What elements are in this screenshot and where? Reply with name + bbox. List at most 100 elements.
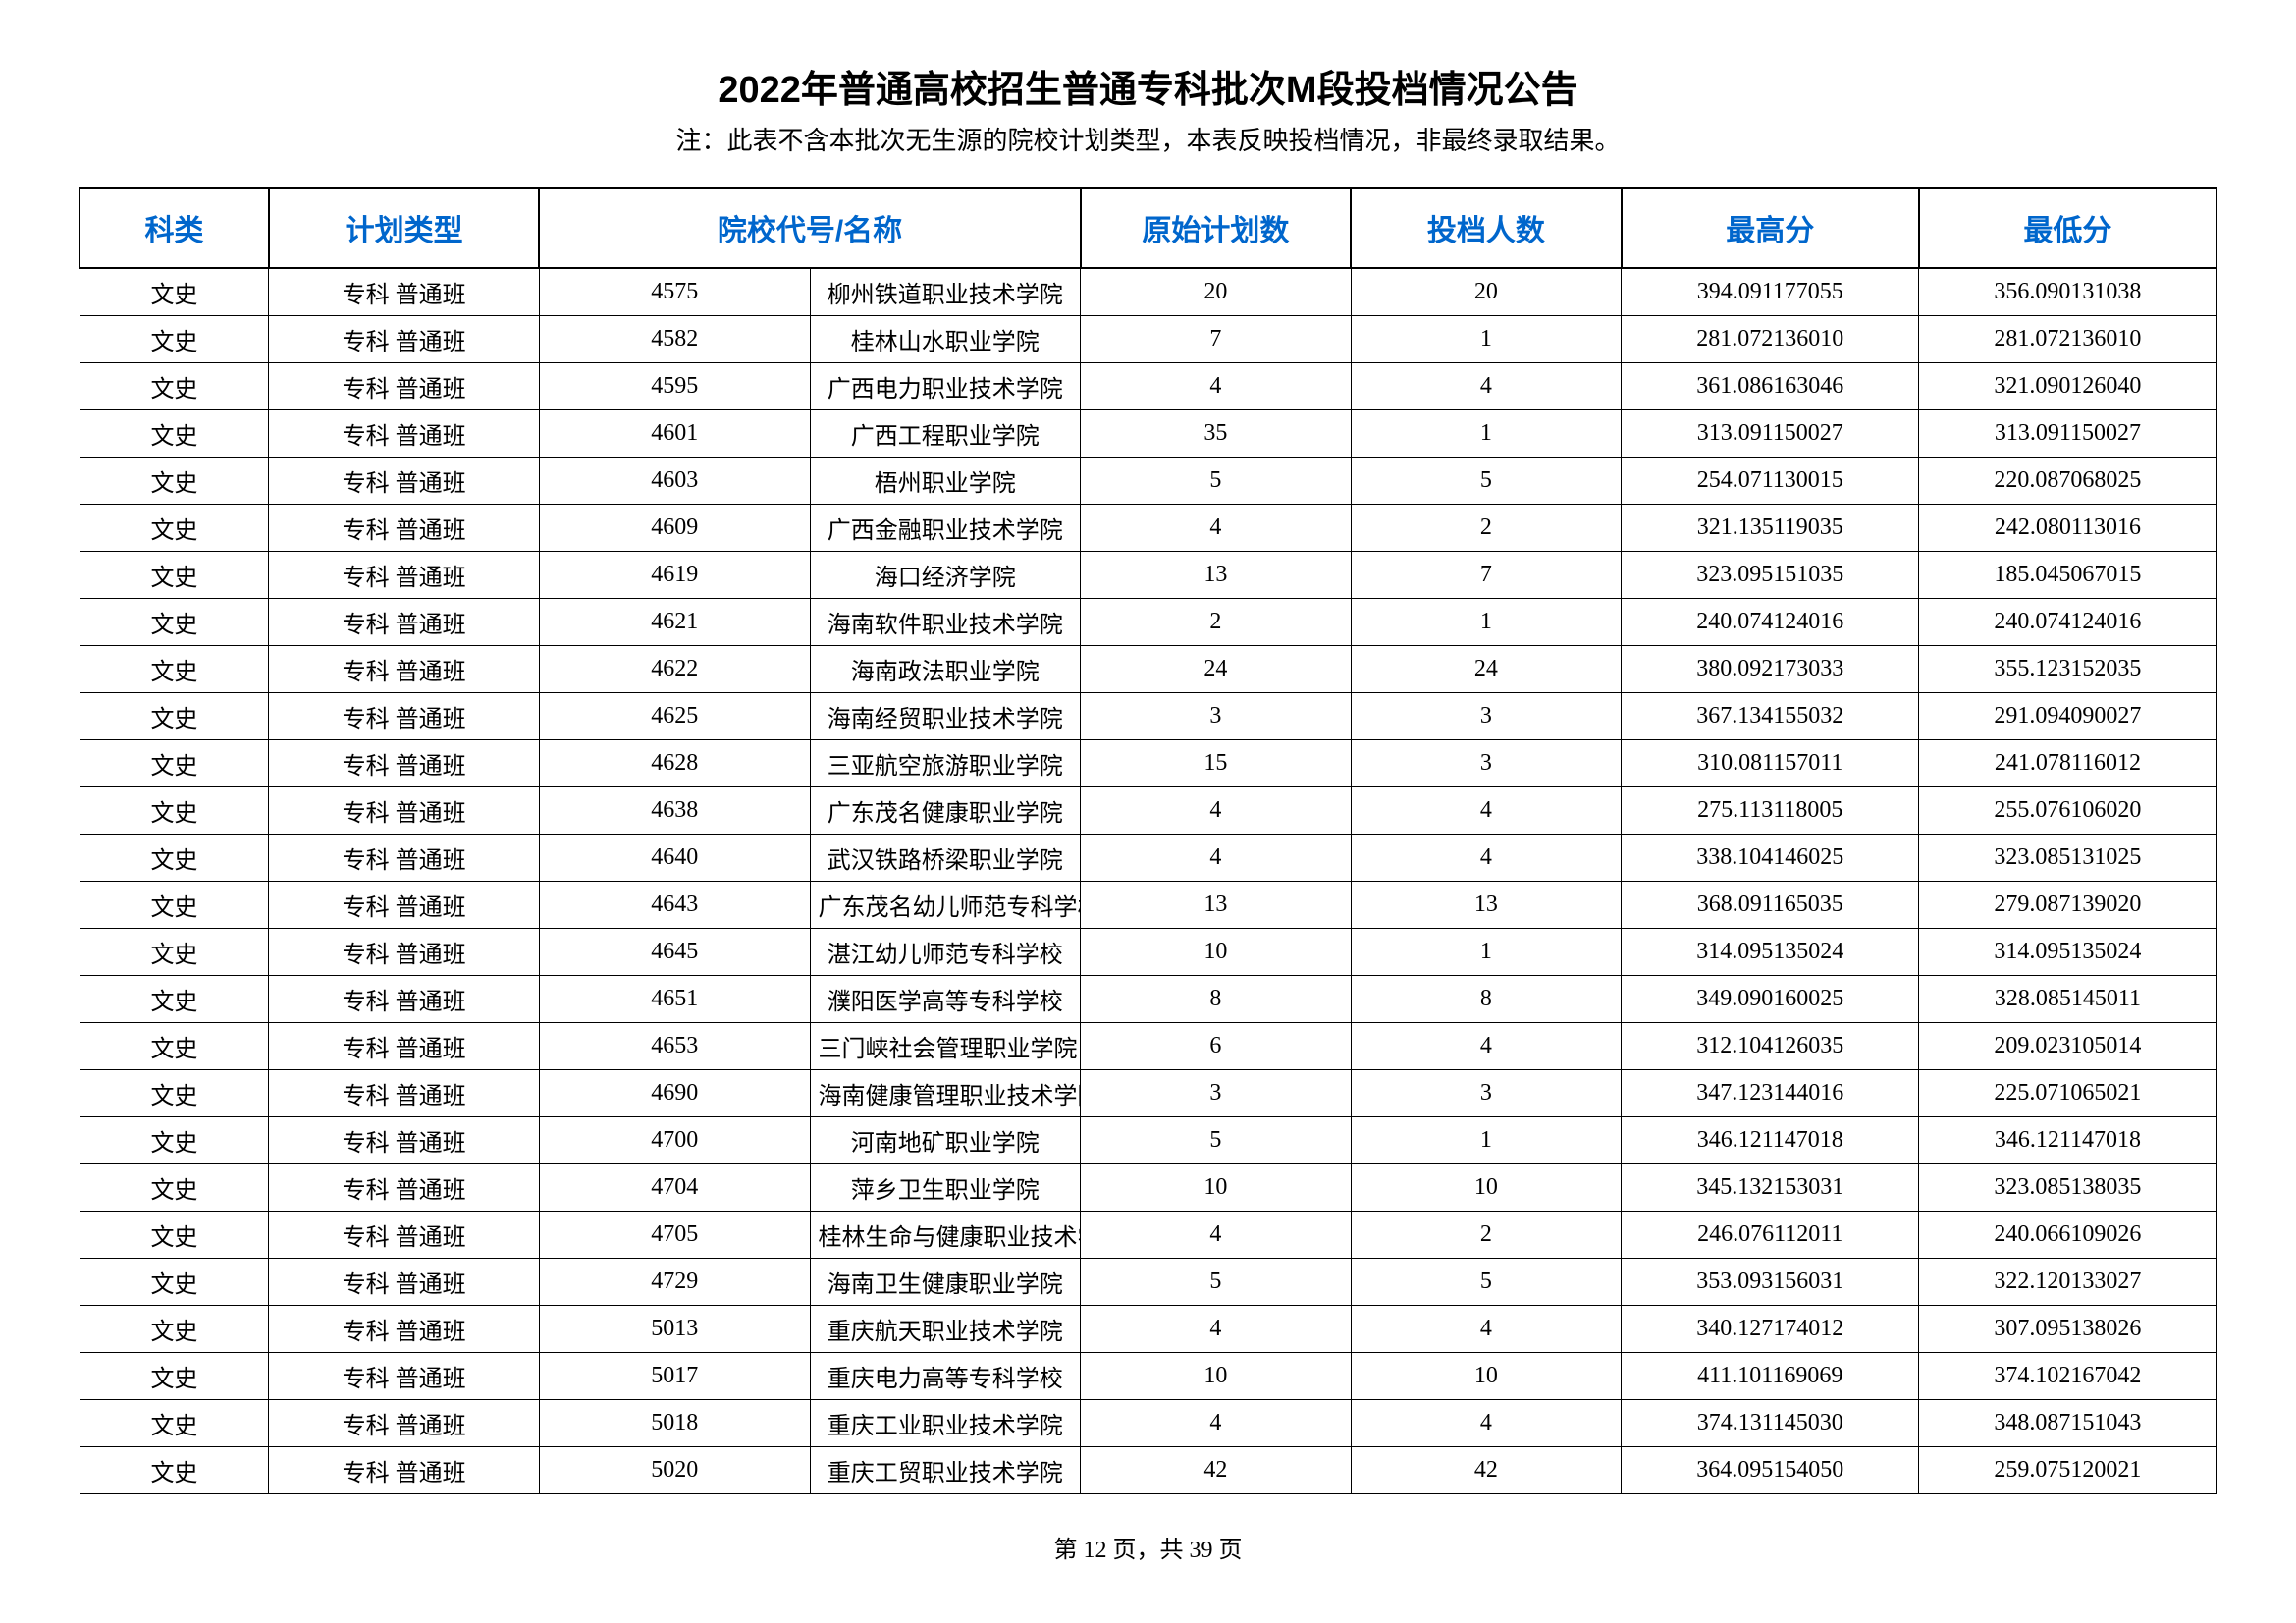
cell-code: 5017 — [539, 1353, 810, 1400]
page-title: 2022年普通高校招生普通专科批次M段投档情况公告 — [79, 59, 2217, 113]
cell-min-score: 240.074124016 — [1919, 599, 2216, 646]
cell-min-score: 328.085145011 — [1919, 976, 2216, 1023]
cell-name: 海口经济学院 — [810, 552, 1081, 599]
cell-min-score: 291.094090027 — [1919, 693, 2216, 740]
cell-plan-count: 10 — [1081, 1353, 1352, 1400]
cell-plan-type: 专科 普通班 — [269, 646, 540, 693]
cell-category: 文史 — [80, 976, 269, 1023]
cell-category: 文史 — [80, 410, 269, 458]
header-plan-count: 原始计划数 — [1081, 188, 1352, 268]
cell-min-score: 321.090126040 — [1919, 363, 2216, 410]
cell-admit-count: 7 — [1351, 552, 1622, 599]
cell-max-score: 312.104126035 — [1622, 1023, 1919, 1070]
cell-category: 文史 — [80, 646, 269, 693]
cell-admit-count: 13 — [1351, 882, 1622, 929]
cell-min-score: 323.085131025 — [1919, 835, 2216, 882]
cell-category: 文史 — [80, 1070, 269, 1117]
cell-min-score: 209.023105014 — [1919, 1023, 2216, 1070]
cell-min-score: 279.087139020 — [1919, 882, 2216, 929]
table-row: 文史专科 普通班4628三亚航空旅游职业学院153310.08115701124… — [80, 740, 2216, 787]
cell-max-score: 314.095135024 — [1622, 929, 1919, 976]
footer-current-page: 12 — [1084, 1538, 1107, 1563]
cell-code: 4729 — [539, 1259, 810, 1306]
cell-plan-type: 专科 普通班 — [269, 410, 540, 458]
cell-category: 文史 — [80, 599, 269, 646]
cell-plan-count: 3 — [1081, 1070, 1352, 1117]
cell-max-score: 345.132153031 — [1622, 1164, 1919, 1212]
cell-category: 文史 — [80, 787, 269, 835]
cell-code: 5018 — [539, 1400, 810, 1447]
cell-min-score: 259.075120021 — [1919, 1447, 2216, 1494]
cell-name: 三门峡社会管理职业学院 — [810, 1023, 1081, 1070]
cell-plan-count: 15 — [1081, 740, 1352, 787]
cell-name: 三亚航空旅游职业学院 — [810, 740, 1081, 787]
cell-max-score: 313.091150027 — [1622, 410, 1919, 458]
footer-middle: 页，共 — [1107, 1538, 1190, 1563]
table-row: 文史专科 普通班5013重庆航天职业技术学院44340.127174012307… — [80, 1306, 2216, 1353]
cell-max-score: 347.123144016 — [1622, 1070, 1919, 1117]
cell-admit-count: 2 — [1351, 505, 1622, 552]
cell-admit-count: 8 — [1351, 976, 1622, 1023]
cell-max-score: 367.134155032 — [1622, 693, 1919, 740]
cell-max-score: 411.101169069 — [1622, 1353, 1919, 1400]
cell-name: 广西电力职业技术学院 — [810, 363, 1081, 410]
cell-max-score: 321.135119035 — [1622, 505, 1919, 552]
header-school: 院校代号/名称 — [539, 188, 1080, 268]
cell-admit-count: 20 — [1351, 268, 1622, 316]
cell-max-score: 338.104146025 — [1622, 835, 1919, 882]
cell-category: 文史 — [80, 882, 269, 929]
cell-plan-type: 专科 普通班 — [269, 693, 540, 740]
table-row: 文史专科 普通班4645湛江幼儿师范专科学校101314.09513502431… — [80, 929, 2216, 976]
cell-plan-count: 24 — [1081, 646, 1352, 693]
table-row: 文史专科 普通班4729海南卫生健康职业学院55353.093156031322… — [80, 1259, 2216, 1306]
cell-plan-type: 专科 普通班 — [269, 458, 540, 505]
cell-admit-count: 3 — [1351, 693, 1622, 740]
cell-plan-count: 5 — [1081, 1117, 1352, 1164]
cell-plan-count: 6 — [1081, 1023, 1352, 1070]
cell-plan-count: 4 — [1081, 787, 1352, 835]
cell-code: 4651 — [539, 976, 810, 1023]
table-row: 文史专科 普通班4609广西金融职业技术学院42321.135119035242… — [80, 505, 2216, 552]
table-row: 文史专科 普通班4700河南地矿职业学院51346.121147018346.1… — [80, 1117, 2216, 1164]
cell-plan-type: 专科 普通班 — [269, 1259, 540, 1306]
cell-category: 文史 — [80, 1447, 269, 1494]
cell-name: 武汉铁路桥梁职业学院 — [810, 835, 1081, 882]
cell-min-score: 281.072136010 — [1919, 316, 2216, 363]
table-row: 文史专科 普通班4619海口经济学院137323.095151035185.04… — [80, 552, 2216, 599]
cell-admit-count: 1 — [1351, 316, 1622, 363]
cell-name: 海南软件职业技术学院 — [810, 599, 1081, 646]
cell-min-score: 355.123152035 — [1919, 646, 2216, 693]
cell-max-score: 374.131145030 — [1622, 1400, 1919, 1447]
cell-name: 桂林山水职业学院 — [810, 316, 1081, 363]
cell-min-score: 346.121147018 — [1919, 1117, 2216, 1164]
cell-min-score: 220.087068025 — [1919, 458, 2216, 505]
cell-plan-type: 专科 普通班 — [269, 740, 540, 787]
cell-plan-count: 13 — [1081, 882, 1352, 929]
footer-suffix: 页 — [1213, 1538, 1243, 1563]
cell-name: 海南健康管理职业技术学院 — [810, 1070, 1081, 1117]
cell-max-score: 353.093156031 — [1622, 1259, 1919, 1306]
cell-min-score: 240.066109026 — [1919, 1212, 2216, 1259]
cell-plan-type: 专科 普通班 — [269, 976, 540, 1023]
cell-plan-type: 专科 普通班 — [269, 882, 540, 929]
cell-code: 4704 — [539, 1164, 810, 1212]
cell-code: 4700 — [539, 1117, 810, 1164]
cell-category: 文史 — [80, 268, 269, 316]
cell-plan-type: 专科 普通班 — [269, 1447, 540, 1494]
cell-min-score: 241.078116012 — [1919, 740, 2216, 787]
cell-name: 重庆工贸职业技术学院 — [810, 1447, 1081, 1494]
cell-category: 文史 — [80, 693, 269, 740]
cell-code: 4603 — [539, 458, 810, 505]
cell-max-score: 254.071130015 — [1622, 458, 1919, 505]
table-row: 文史专科 普通班5018重庆工业职业技术学院44374.131145030348… — [80, 1400, 2216, 1447]
cell-name: 海南政法职业学院 — [810, 646, 1081, 693]
cell-admit-count: 4 — [1351, 1306, 1622, 1353]
cell-category: 文史 — [80, 740, 269, 787]
cell-plan-type: 专科 普通班 — [269, 929, 540, 976]
cell-min-score: 313.091150027 — [1919, 410, 2216, 458]
cell-code: 4619 — [539, 552, 810, 599]
page-note: 注：此表不含本批次无生源的院校计划类型，本表反映投档情况，非最终录取结果。 — [79, 121, 2217, 157]
cell-plan-count: 8 — [1081, 976, 1352, 1023]
cell-name: 柳州铁道职业技术学院 — [810, 268, 1081, 316]
cell-plan-count: 4 — [1081, 835, 1352, 882]
